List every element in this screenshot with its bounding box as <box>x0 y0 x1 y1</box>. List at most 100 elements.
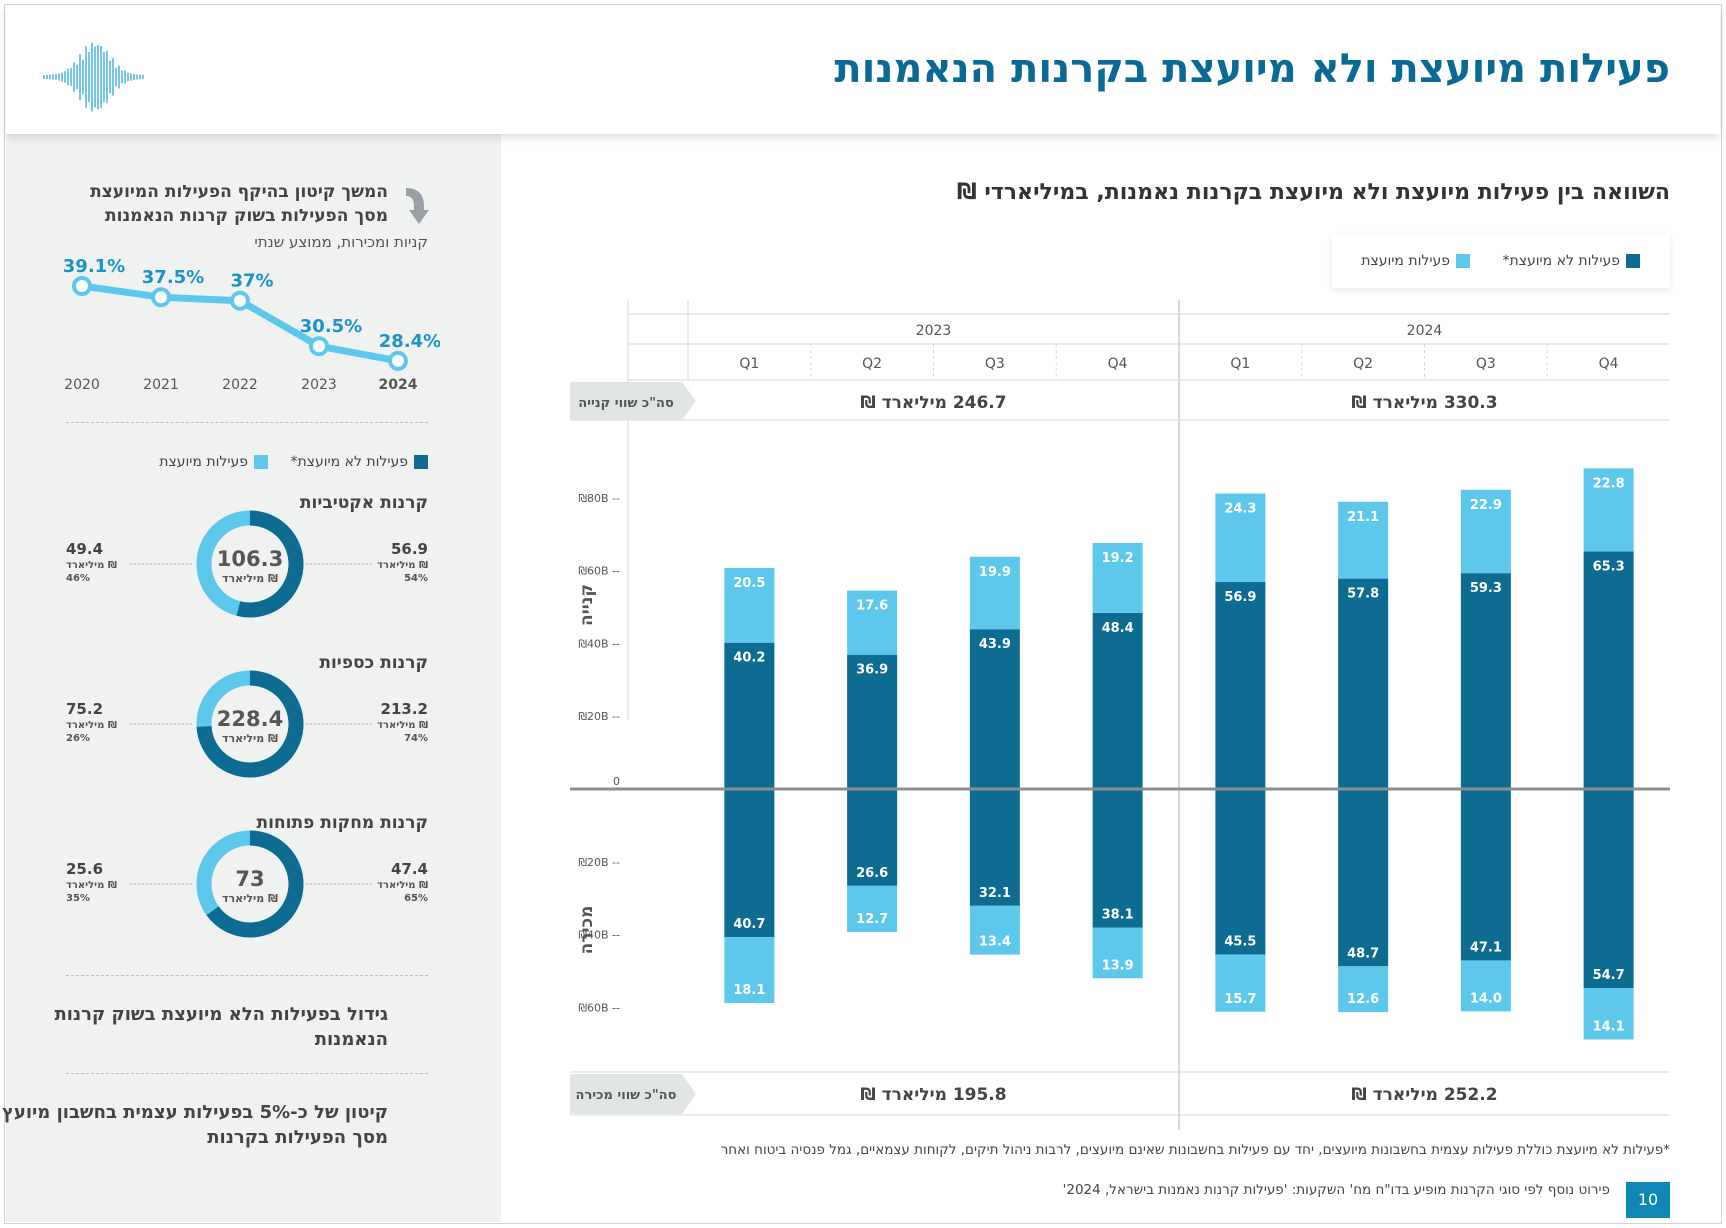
bottom-point1-line2: הנאמנות <box>314 1029 388 1050</box>
purchase-advised-value: 22.8 <box>1593 476 1625 491</box>
donut-non-advised-value: 56.9 <box>391 540 428 558</box>
sale-advised-value: 12.7 <box>856 912 888 927</box>
left-subheading: קניות ומכירות, ממוצע שנתי <box>254 233 428 251</box>
year-label: 2023 <box>916 323 952 339</box>
purchase-advised-bar <box>1092 542 1143 613</box>
donut-non-advised-pct: 54% <box>404 573 428 584</box>
year-label: 2024 <box>1407 323 1443 339</box>
y-tick-label: ₪60B -- <box>578 565 620 578</box>
purchase-non-advised-bar <box>1215 581 1266 789</box>
sale-advised-bar <box>1338 966 1389 1013</box>
trend-point <box>72 276 92 296</box>
trend-year-label: 2023 <box>301 377 337 393</box>
purchase-non-advised-value: 56.9 <box>1224 590 1256 605</box>
divider <box>66 1073 428 1074</box>
donut-advised-unit: מיליארד ₪ <box>66 720 117 731</box>
chart-title: השוואה בין פעילות מיועצת ולא מיועצת בקרנ… <box>956 180 1670 205</box>
sale-non-advised-value: 40.7 <box>733 917 765 932</box>
donut-non-advised-unit: מיליארד ₪ <box>377 560 428 571</box>
legend-advised: פעילות מיועצת <box>1361 253 1470 269</box>
donut-total: 73 <box>235 867 264 891</box>
purchase-advised-value: 19.2 <box>1102 551 1134 566</box>
sale-non-advised-value: 38.1 <box>1102 908 1134 923</box>
purchase-total-2024: 330.3 מיליארד ₪ <box>1351 393 1497 413</box>
sale-advised-value: 12.6 <box>1347 992 1379 1007</box>
sale-total-label: סה"כ שווי מכירה <box>576 1088 677 1103</box>
donut-title: קרנות אקטיביות <box>300 493 428 513</box>
trend-point <box>388 350 408 371</box>
sale-total-2023: 195.8 מיליארד ₪ <box>860 1085 1006 1105</box>
footnote-definition: *פעילות לא מיועצת כוללת פעילות עצמית בחש… <box>720 1142 1670 1158</box>
left-legend-advised-label: פעילות מיועצת <box>159 454 248 470</box>
purchase-non-advised-bar <box>724 642 775 789</box>
bottom-point2-line1: קיטון של כ-5% בפעילות עצמית בחשבון מיועץ <box>1 1102 388 1123</box>
trend-value-label: 39.1% <box>63 256 125 277</box>
purchase-advised-bar <box>724 568 775 643</box>
quarter-label: Q2 <box>862 356 882 372</box>
trend-value-label: 30.5% <box>300 316 362 337</box>
sale-total-tag <box>570 1074 696 1114</box>
page-frame <box>4 4 1722 1224</box>
donut-non-advised-value: 47.4 <box>391 860 428 878</box>
purchase-non-advised-bar <box>1460 573 1511 789</box>
purchase-non-advised-bar <box>1583 551 1634 789</box>
sale-non-advised-bar <box>969 789 1020 906</box>
purchase-advised-value: 21.1 <box>1347 510 1379 525</box>
non-advised-swatch <box>1626 254 1640 268</box>
left-legend-non-advised-label: פעילות לא מיועצת* <box>290 454 408 470</box>
donut-non-advised-unit: מיליארד ₪ <box>377 880 428 891</box>
sale-advised-bar <box>724 937 775 1004</box>
trend-year-label: 2021 <box>143 377 179 393</box>
purchase-non-advised-bar <box>847 654 898 789</box>
quarter-label: Q1 <box>739 356 759 372</box>
sale-total-2024: 252.2 מיליארד ₪ <box>1351 1085 1497 1105</box>
sale-non-advised-value: 47.1 <box>1470 940 1502 955</box>
trend-point <box>151 287 171 308</box>
advised-swatch <box>1456 254 1470 268</box>
purchase-advised-bar <box>847 590 898 655</box>
donut-title: קרנות מחקות פתוחות <box>257 813 428 833</box>
sale-non-advised-bar <box>1460 789 1511 961</box>
purchase-advised-value: 24.3 <box>1224 501 1256 516</box>
purchase-advised-bar <box>1583 468 1634 552</box>
trend-value-label: 37.5% <box>142 267 204 288</box>
quarter-label: Q3 <box>985 356 1005 372</box>
sale-advised-bar <box>1215 954 1266 1012</box>
donut-total-unit: מיליארד ₪ <box>222 732 278 745</box>
advised-swatch <box>254 455 268 469</box>
donut-non-advised-arc <box>196 510 304 618</box>
purchase-advised-bar <box>969 556 1020 630</box>
purchase-non-advised-value: 43.9 <box>979 637 1011 652</box>
sale-non-advised-bar <box>1215 789 1266 955</box>
divider <box>66 422 428 423</box>
left-legend-advised: פעילות מיועצת <box>159 454 268 470</box>
donut-non-advised-unit: מיליארד ₪ <box>377 720 428 731</box>
purchase-non-advised-value: 57.8 <box>1347 587 1379 602</box>
sale-non-advised-value: 48.7 <box>1347 946 1379 961</box>
purchase-non-advised-value: 65.3 <box>1593 559 1625 574</box>
purchase-advised-bar <box>1460 489 1511 574</box>
left-heading-line2: מסך הפעילות בשוק קרנות הנאמנות <box>105 206 388 226</box>
trend-year-label: 2020 <box>64 377 100 393</box>
purchase-advised-value: 17.6 <box>856 599 888 614</box>
donut-total-unit: מיליארד ₪ <box>222 892 278 905</box>
left-legend-non-advised: פעילות לא מיועצת* <box>290 454 428 470</box>
trend-year-label: 2022 <box>222 377 258 393</box>
purchase-axis-label: קנייה <box>577 584 597 626</box>
page-number: 10 <box>1626 1182 1670 1218</box>
purchase-advised-value: 20.5 <box>733 576 765 591</box>
trend-point <box>309 336 329 357</box>
donut-advised-pct: 46% <box>66 573 90 584</box>
donut-non-advised-pct: 74% <box>404 733 428 744</box>
sale-advised-value: 13.9 <box>1102 958 1134 973</box>
legend-non-advised: פעילות לא מיועצת* <box>1502 253 1640 269</box>
y-tick-label: ₪20B -- <box>578 856 620 869</box>
sale-non-advised-bar <box>724 789 775 938</box>
donut-non-advised-value: 213.2 <box>381 700 428 718</box>
purchase-advised-value: 19.9 <box>979 565 1011 580</box>
donut-non-advised-arc <box>196 830 304 938</box>
header: פעילות מיועצת ולא מיועצת בקרנות הנאמנות <box>6 6 1720 134</box>
trend-value-label: 37% <box>230 271 273 292</box>
down-arrow-icon <box>406 188 429 224</box>
sale-advised-value: 13.4 <box>979 935 1011 950</box>
